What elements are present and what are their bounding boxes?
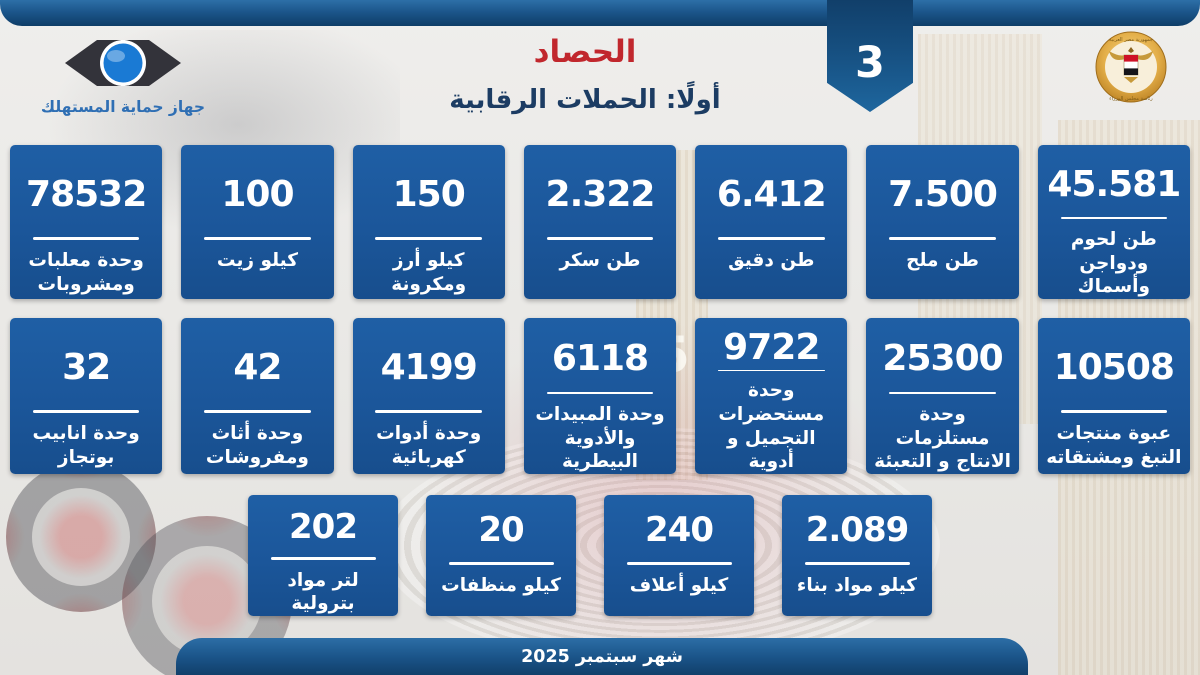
stat-value: 6.412	[716, 174, 827, 215]
tile-divider	[1060, 410, 1168, 413]
stat-tile: 7.500 طن ملح	[866, 145, 1019, 299]
stat-row-1: 78532 وحدة معلبات ومشروبات 100 كيلو زيت …	[10, 145, 1190, 299]
stat-label: وحدة المبيدات والأدوية البيطرية	[535, 403, 665, 473]
tile-divider	[889, 237, 996, 240]
tile-divider	[204, 237, 311, 240]
stat-value: 150	[392, 174, 466, 215]
stat-value: 20	[478, 510, 524, 550]
emblem-text-top: جمهورية مصر العربية	[1109, 37, 1153, 43]
stat-label: وحدة أدوات كهربائية	[376, 423, 482, 468]
stat-value: 2.322	[545, 174, 656, 215]
stat-tile: 6118 وحدة المبيدات والأدوية البيطرية	[523, 318, 677, 474]
stat-value: 10508	[1053, 347, 1175, 388]
stat-label: وحدة مستلزمات الانتاج و التعبئة	[874, 403, 1011, 473]
stat-tile: 202 لتر مواد بترولية	[248, 495, 398, 616]
stat-row-2: 32 وحدة انابيب بوتجاز 42 وحدة أثاث ومفرو…	[10, 318, 1190, 474]
tile-divider	[626, 562, 732, 565]
tile-divider	[804, 562, 910, 565]
stat-tile: 10508 عبوة منتجات التبغ ومشتقاته	[1037, 318, 1190, 474]
stat-value: 25300	[882, 337, 1003, 379]
page-number-pennant: 3	[827, 0, 913, 112]
stat-tile: 150 كيلو أرز ومكرونة	[352, 145, 505, 299]
stat-value: 45.581	[1047, 163, 1181, 205]
tile-divider	[889, 391, 996, 394]
stat-value: 78532	[26, 174, 147, 215]
stat-label: كيلو مواد بناء	[796, 575, 918, 596]
background-tire-photo	[6, 462, 156, 612]
stat-label: كيلو زيت	[216, 250, 298, 271]
tile-divider	[717, 237, 825, 240]
cpa-logo-text: جهاز حماية المستهلك	[40, 98, 206, 116]
stat-value: 100	[221, 174, 294, 215]
stat-value: 32	[62, 347, 111, 388]
stat-tile: 20 كيلو منظفات	[426, 495, 576, 616]
tile-divider	[546, 391, 654, 394]
stat-label: وحدة مستحضرات التجميل و أدوية	[718, 380, 825, 473]
tile-divider	[32, 410, 140, 413]
stat-label: كيلو منظفات	[441, 575, 561, 596]
stat-tile: 100 كيلو زيت	[181, 145, 334, 299]
emblem-text-bottom: رئاسة مجلس الوزراء	[1109, 96, 1153, 102]
egypt-eagle-icon: جمهورية مصر العربية رئاسة مجلس الوزراء	[1095, 31, 1167, 103]
stat-tile: 4199 وحدة أدوات كهربائية	[352, 318, 505, 474]
stat-row-3: 202 لتر مواد بترولية 20 كيلو منظفات 240 …	[248, 495, 932, 616]
tile-divider	[1060, 216, 1168, 219]
footer-period-label: شهر سبتمبر 2025	[521, 646, 683, 667]
stat-label: طن سكر	[559, 250, 641, 271]
stat-label: طن ملح	[906, 250, 979, 271]
tile-divider	[375, 237, 482, 240]
stat-tile: 25300 وحدة مستلزمات الانتاج و التعبئة	[866, 318, 1019, 474]
stat-tile: 2.089 كيلو مواد بناء	[782, 495, 932, 616]
stat-value: 42	[233, 347, 282, 388]
stat-label: كيلو أعلاف	[629, 575, 729, 596]
stat-label: كيلو أرز ومكرونة	[391, 250, 467, 295]
stat-tile: 78532 وحدة معلبات ومشروبات	[10, 145, 163, 299]
tile-divider	[270, 556, 376, 560]
stat-tile: 45.581 طن لحوم ودواجن وأسماك	[1037, 145, 1190, 299]
footer-bar: شهر سبتمبر 2025	[176, 638, 1028, 675]
stat-value: 6118	[551, 337, 649, 379]
stat-label: لتر مواد بترولية	[287, 569, 359, 615]
stat-label: طن دقيق	[728, 250, 815, 271]
tile-divider	[204, 410, 311, 413]
stat-label: وحدة معلبات ومشروبات	[28, 250, 144, 295]
stat-value: 7.500	[888, 174, 998, 215]
page-number: 3	[855, 37, 885, 88]
stat-tile: 42 وحدة أثاث ومفروشات	[181, 318, 334, 474]
stat-tile: 6.412 طن دقيق	[695, 145, 848, 299]
stat-tile: 9722 وحدة مستحضرات التجميل و أدوية	[695, 318, 848, 474]
stat-value: 9722	[723, 327, 820, 368]
stat-tile: 240 كيلو أعلاف	[604, 495, 754, 616]
tile-divider	[375, 410, 482, 413]
tile-divider	[546, 237, 654, 240]
title-block: الحصاد أولًا: الحملات الرقابية	[360, 34, 810, 115]
stat-label: وحدة انابيب بوتجاز	[32, 423, 140, 468]
stat-label: عبوة منتجات التبغ ومشتقاته	[1046, 423, 1182, 468]
top-bar	[0, 0, 1200, 26]
egypt-government-emblem: جمهورية مصر العربية رئاسة مجلس الوزراء	[1094, 29, 1168, 105]
page-subtitle: أولًا: الحملات الرقابية	[449, 85, 721, 116]
consumer-protection-agency-logo: جهاز حماية المستهلك	[28, 34, 218, 116]
stat-tile: 32 وحدة انابيب بوتجاز	[10, 318, 163, 474]
stat-tile: 2.322 طن سكر	[523, 145, 677, 299]
stat-value: 202	[289, 507, 358, 548]
stat-label: وحدة أثاث ومفروشات	[205, 423, 309, 468]
tile-divider	[32, 237, 140, 240]
stat-value: 2.089	[805, 510, 910, 550]
page-title: الحصاد	[533, 34, 637, 70]
stat-value: 4199	[380, 347, 478, 388]
stat-value: 240	[645, 510, 714, 550]
cpa-eye-icon	[65, 40, 181, 86]
stat-label: طن لحوم ودواجن وأسماك	[1070, 228, 1157, 298]
tile-divider	[448, 562, 554, 565]
